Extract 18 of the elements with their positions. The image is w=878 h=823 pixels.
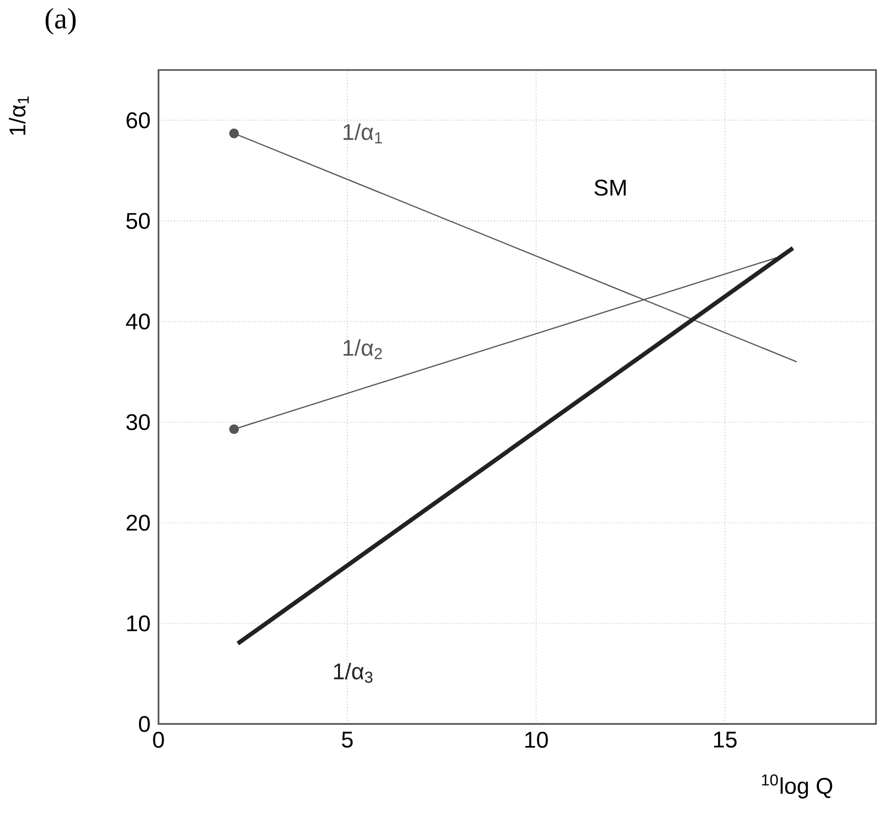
x-tick-label: 5 (342, 732, 353, 748)
y-tick-label: 0 (138, 716, 150, 732)
text: 1/α$_{3}$ (334, 662, 372, 683)
x-tick-label: 0 (153, 732, 164, 748)
chart-title: (a) (46, 8, 76, 35)
y-tick-label: 40 (126, 314, 150, 330)
x-axis-title: $^{10}$log Q (762, 774, 832, 798)
series-label: 1/α$_{1}$ (344, 123, 382, 144)
y-tick-label: 60 (126, 112, 150, 128)
y-axis-title: 1/α$_{1}$ (8, 96, 29, 135)
y-tick-label: 30 (126, 414, 150, 430)
x-tick-label: 15 (714, 732, 737, 748)
y-tick-label: 10 (127, 615, 150, 632)
series-label: 1/α$_{2}$ (344, 339, 382, 360)
y-tick-label: 20 (126, 514, 150, 531)
annotation: SM (594, 180, 626, 196)
x-tick-label: 10 (525, 732, 548, 748)
y-tick-label: 50 (126, 212, 150, 229)
